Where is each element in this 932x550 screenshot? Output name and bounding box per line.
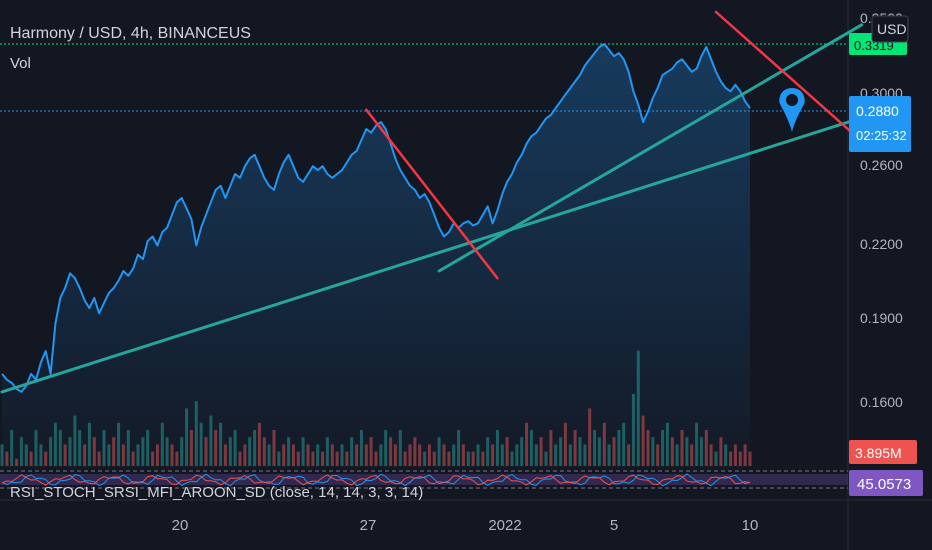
volume-label[interactable]: Vol	[10, 55, 31, 72]
green-trend-line-0[interactable]	[0, 110, 883, 394]
time-tick-label: 10	[742, 517, 759, 534]
time-tick-label: 20	[172, 517, 189, 534]
time-tick-label: 2022	[488, 517, 521, 534]
indicator-background-band	[0, 474, 848, 485]
red-trend-line-2[interactable]	[365, 108, 499, 280]
price-tick-label: 0.2600	[860, 157, 903, 173]
symbol-title[interactable]: Harmony / USD, 4h, BINANCEUS	[10, 25, 251, 42]
location-pin-icon[interactable]	[779, 88, 805, 132]
indicator-line-blue	[1, 473, 751, 487]
green-trend-line-1[interactable]	[437, 23, 864, 273]
indicator-pane[interactable]	[0, 470, 848, 489]
trend-lines[interactable]	[0, 10, 883, 394]
svg-text:3.895M: 3.895M	[855, 445, 902, 461]
currency-button[interactable]: USD	[871, 15, 909, 43]
bar-countdown: 02:25:32	[856, 128, 907, 143]
indicator-value-tag: 45.0573	[849, 470, 923, 496]
volume-value-tag: 3.895M	[849, 440, 917, 464]
price-tick-label: 0.1600	[860, 394, 903, 410]
indicator-legend[interactable]: RSI_STOCH_SRSI_MFI_AROON_SD (close, 14, …	[10, 484, 423, 501]
time-tick-label: 27	[360, 517, 377, 534]
price-tick-label: 0.2200	[860, 236, 903, 252]
red-trend-line-3[interactable]	[714, 10, 854, 134]
last-price-tag: 0.2880 02:25:32	[849, 96, 911, 152]
last-price-value: 0.2880	[856, 103, 899, 119]
time-axis[interactable]: 20 27 2022 5 10	[172, 517, 759, 534]
price-line-series[interactable]	[1, 43, 751, 393]
svg-text:USD: USD	[877, 21, 907, 37]
svg-text:45.0573: 45.0573	[857, 476, 911, 493]
time-tick-label: 5	[610, 517, 618, 534]
price-tick-label: 0.1900	[860, 310, 903, 326]
price-area-fill	[2, 44, 750, 468]
indicator-line-red	[1, 474, 751, 486]
